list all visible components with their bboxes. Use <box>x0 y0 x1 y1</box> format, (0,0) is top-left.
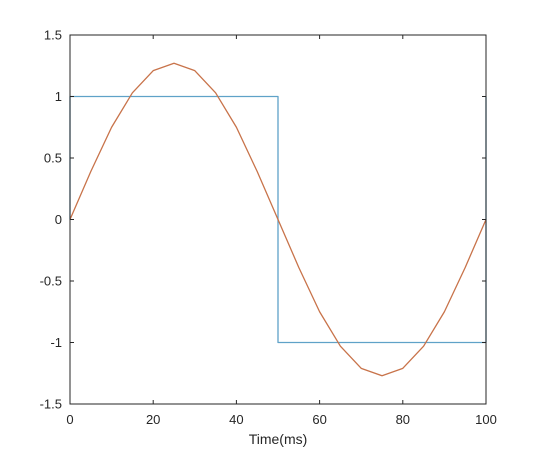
series-line-2 <box>69 62 487 377</box>
y-tick-label: -0.5 <box>40 274 62 289</box>
x-tick-label: 0 <box>66 412 73 427</box>
y-tick-label: 0 <box>55 212 62 227</box>
x-tick-label: 60 <box>312 412 326 427</box>
y-tick-label: -1.5 <box>40 397 62 412</box>
y-axis: 1.5 1 0.5 0 -0.5 -1 -1.5 <box>40 28 486 412</box>
x-tick-label: 20 <box>146 412 160 427</box>
x-tick-label: 80 <box>396 412 410 427</box>
x-tick-label: 100 <box>475 412 497 427</box>
x-axis-label: Time(ms) <box>249 431 308 447</box>
y-tick-label: 1.5 <box>44 28 62 43</box>
y-tick-label: 0.5 <box>44 151 62 166</box>
x-axis: 0 20 40 60 80 100 <box>66 35 497 427</box>
x-tick-label: 40 <box>229 412 243 427</box>
y-tick-label: -1 <box>50 335 62 350</box>
y-tick-label: 1 <box>55 89 62 104</box>
